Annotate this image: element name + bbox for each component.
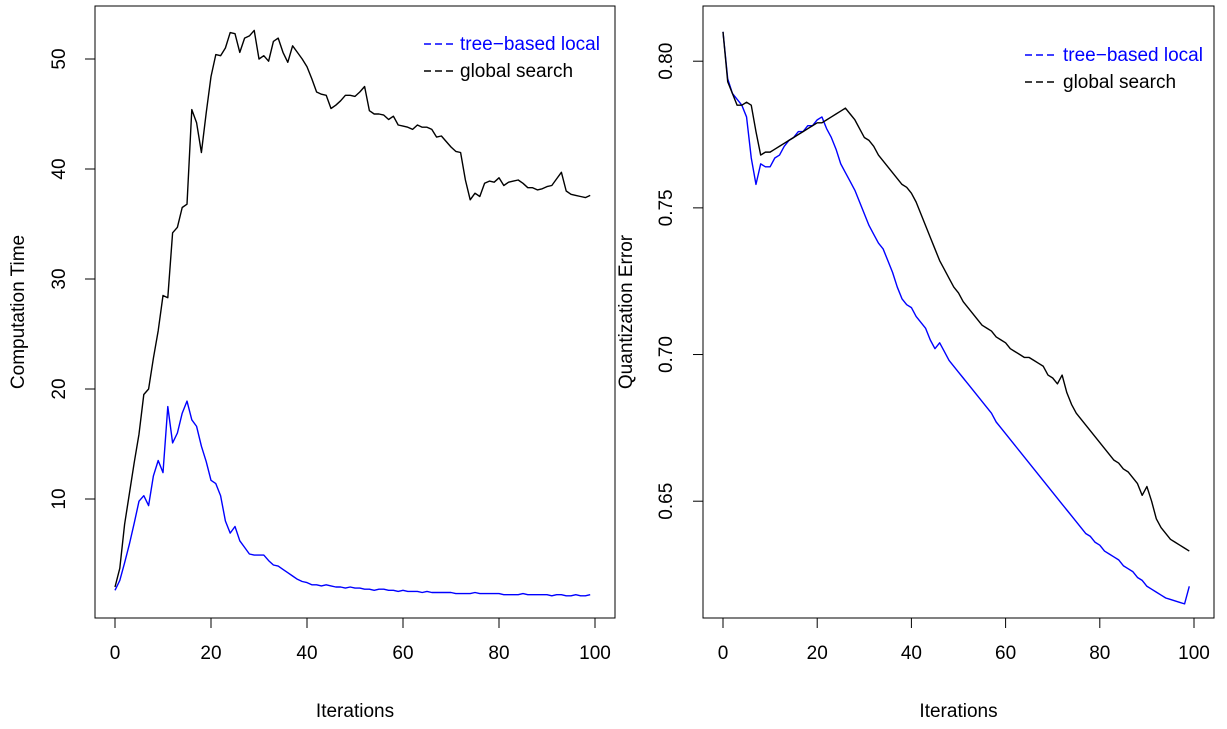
y-tick-label: 0.75 bbox=[656, 189, 677, 226]
y-tick-label: 40 bbox=[49, 158, 70, 179]
y-tick-label: 0.70 bbox=[656, 336, 677, 373]
y-axis-title: Computation Time bbox=[8, 235, 29, 389]
x-tick-label: 20 bbox=[200, 643, 221, 664]
x-tick-label: 60 bbox=[392, 643, 413, 664]
legend-label: global search bbox=[1063, 72, 1176, 93]
x-tick-label: 60 bbox=[995, 643, 1016, 664]
computation-time-chart: 0 20 40 60 80 100 10 20 30 40 50 Iterations Computat… bbox=[8, 5, 616, 722]
y-tick-label: 10 bbox=[49, 488, 70, 509]
x-axis-title: Iterations bbox=[919, 701, 997, 722]
series-line-global-search bbox=[722, 31, 1190, 552]
plot-frame bbox=[702, 5, 1215, 619]
x-tick-label: 0 bbox=[718, 643, 729, 664]
x-tick-label: 20 bbox=[807, 643, 828, 664]
x-tick-label: 80 bbox=[1089, 643, 1110, 664]
y-tick-label: 20 bbox=[49, 378, 70, 399]
x-axis-title: Iterations bbox=[316, 701, 394, 722]
y-tick-label: 0.65 bbox=[656, 483, 677, 520]
legend-label: tree−based local bbox=[460, 34, 600, 55]
quantization-error-chart: 0 20 40 60 80 100 0.65 0.70 0.75 0.80 Iterations Qu… bbox=[616, 5, 1215, 722]
series-line-global-search bbox=[114, 29, 591, 588]
y-tick-label: 30 bbox=[49, 268, 70, 289]
series-line-tree-based-local bbox=[114, 400, 591, 597]
y-tick-label: 0.80 bbox=[656, 43, 677, 80]
x-tick-label: 100 bbox=[579, 643, 611, 664]
plot-frame bbox=[94, 5, 616, 619]
x-tick-label: 40 bbox=[296, 643, 317, 664]
series-line-tree-based-local bbox=[722, 31, 1190, 605]
y-axis-title: Quantization Error bbox=[616, 234, 637, 389]
x-tick-label: 40 bbox=[901, 643, 922, 664]
legend-label: tree−based local bbox=[1063, 45, 1203, 66]
x-tick-label: 80 bbox=[488, 643, 509, 664]
y-tick-label: 50 bbox=[49, 48, 70, 69]
x-tick-label: 100 bbox=[1178, 643, 1210, 664]
legend-label: global search bbox=[460, 61, 573, 82]
x-tick-label: 0 bbox=[110, 643, 121, 664]
